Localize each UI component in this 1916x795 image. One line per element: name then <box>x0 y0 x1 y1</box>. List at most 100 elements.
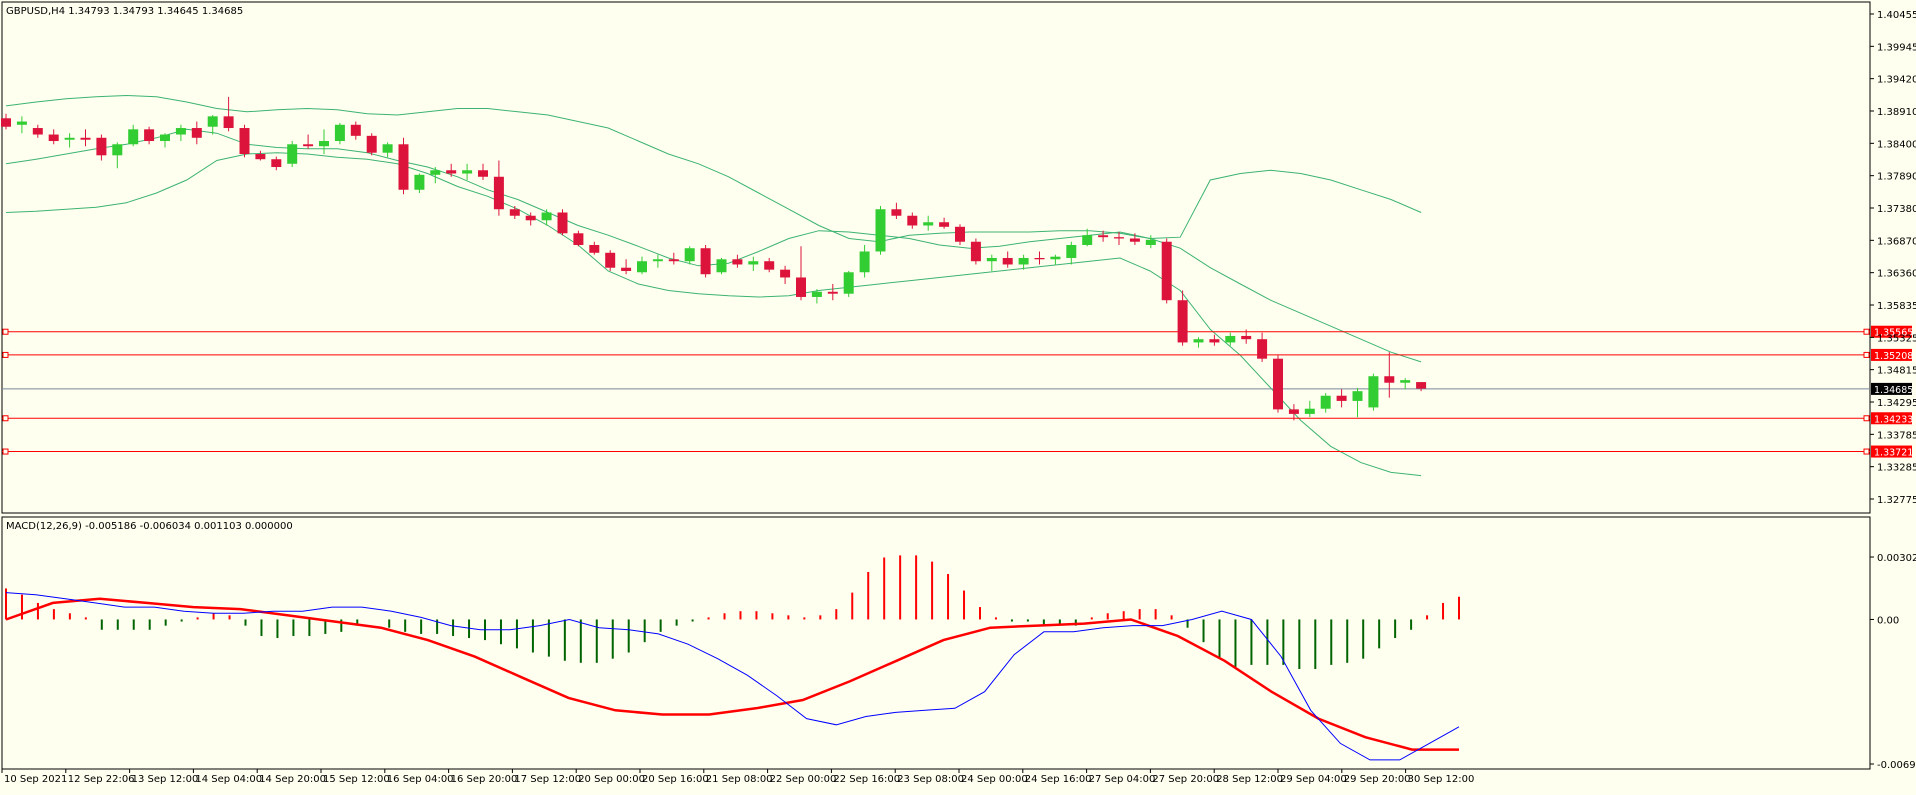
candle[interactable] <box>1320 393 1331 413</box>
candle[interactable] <box>32 124 43 138</box>
candle[interactable] <box>748 256 759 271</box>
candle[interactable] <box>700 244 711 278</box>
candle[interactable] <box>80 129 91 147</box>
candle[interactable] <box>1209 334 1220 346</box>
candle[interactable] <box>1257 332 1268 362</box>
candle[interactable] <box>668 252 679 265</box>
candle[interactable] <box>1161 238 1172 304</box>
candle[interactable] <box>382 142 393 158</box>
candle[interactable] <box>1018 254 1029 270</box>
candle[interactable] <box>1002 251 1013 268</box>
candle[interactable] <box>334 122 345 145</box>
candle[interactable] <box>255 150 266 161</box>
candle[interactable] <box>493 160 504 216</box>
candle[interactable] <box>605 250 616 271</box>
candle[interactable] <box>684 246 695 265</box>
candle[interactable] <box>541 209 552 226</box>
candle[interactable] <box>1129 233 1140 245</box>
candle[interactable] <box>907 212 918 229</box>
level-handle-left[interactable] <box>2 448 9 455</box>
candle[interactable] <box>1241 329 1252 344</box>
candle[interactable] <box>621 259 632 275</box>
candle[interactable] <box>923 215 934 231</box>
candle[interactable] <box>1082 228 1093 247</box>
candle[interactable] <box>796 246 806 301</box>
candle[interactable] <box>446 163 457 177</box>
candle[interactable] <box>271 156 282 171</box>
candle[interactable] <box>239 124 250 158</box>
candle[interactable] <box>573 230 584 247</box>
level-handle-right[interactable] <box>1863 415 1870 422</box>
candle[interactable] <box>1050 254 1061 265</box>
candle[interactable] <box>652 254 663 268</box>
candle[interactable] <box>1177 290 1188 346</box>
candle[interactable] <box>350 121 361 140</box>
candle[interactable] <box>557 209 568 236</box>
candlesticks[interactable] <box>1 96 1427 421</box>
candle[interactable] <box>843 270 854 297</box>
candle[interactable] <box>780 265 791 284</box>
candle[interactable] <box>1400 378 1411 390</box>
candle[interactable] <box>939 217 950 229</box>
candle[interactable] <box>1145 235 1156 249</box>
candle[interactable] <box>398 137 409 195</box>
candle[interactable] <box>319 129 329 155</box>
candle[interactable] <box>1368 373 1379 411</box>
candle[interactable] <box>303 134 314 149</box>
candle[interactable] <box>589 241 600 255</box>
level-handle-right[interactable] <box>1863 448 1870 455</box>
candle[interactable] <box>1066 241 1077 265</box>
candle[interactable] <box>112 142 123 169</box>
candle[interactable] <box>986 254 997 271</box>
candle[interactable] <box>16 116 27 134</box>
candle[interactable] <box>1288 404 1299 421</box>
candle[interactable] <box>430 167 441 184</box>
candle[interactable] <box>811 289 822 304</box>
candle[interactable] <box>207 115 218 135</box>
candle[interactable] <box>191 121 202 145</box>
candle[interactable] <box>366 133 377 156</box>
candle[interactable] <box>478 163 488 181</box>
candle[interactable] <box>1304 400 1315 418</box>
candle[interactable] <box>175 124 186 142</box>
candle[interactable] <box>223 96 234 132</box>
candle[interactable] <box>509 205 520 219</box>
candle[interactable] <box>1273 355 1283 413</box>
candle[interactable] <box>1352 387 1363 418</box>
candle[interactable] <box>1 113 11 130</box>
candle[interactable] <box>96 134 107 161</box>
level-handle-right[interactable] <box>1863 328 1870 335</box>
candle[interactable] <box>160 133 170 148</box>
level-handle-left[interactable] <box>2 328 9 335</box>
candle[interactable] <box>462 163 473 181</box>
candle[interactable] <box>1384 352 1395 398</box>
candle[interactable] <box>64 133 75 148</box>
level-handle-left[interactable] <box>2 415 9 422</box>
candle[interactable] <box>827 283 838 301</box>
candle[interactable] <box>525 212 536 226</box>
level-handle-left[interactable] <box>2 351 9 358</box>
candle[interactable] <box>48 129 59 145</box>
candle[interactable] <box>891 202 902 219</box>
candle[interactable] <box>144 126 155 145</box>
candle[interactable] <box>732 254 743 268</box>
candle[interactable] <box>859 244 870 278</box>
candle[interactable] <box>1098 230 1109 242</box>
candle[interactable] <box>955 224 965 245</box>
candle[interactable] <box>1336 389 1347 408</box>
horizontal-levels[interactable]: 1.35565 1.35208 1.34233 1.33721 <box>2 325 1913 459</box>
candle[interactable] <box>1193 337 1204 348</box>
candle[interactable] <box>1225 332 1236 346</box>
candle[interactable] <box>716 257 727 275</box>
candle[interactable] <box>1416 382 1427 392</box>
candle[interactable] <box>764 257 775 273</box>
candle[interactable] <box>414 173 425 194</box>
candle[interactable] <box>1114 231 1124 245</box>
candle[interactable] <box>970 238 981 265</box>
candle[interactable] <box>875 205 886 255</box>
candle[interactable] <box>128 124 139 147</box>
candle[interactable] <box>287 141 298 168</box>
candle[interactable] <box>1034 251 1045 265</box>
candle[interactable] <box>637 256 647 275</box>
